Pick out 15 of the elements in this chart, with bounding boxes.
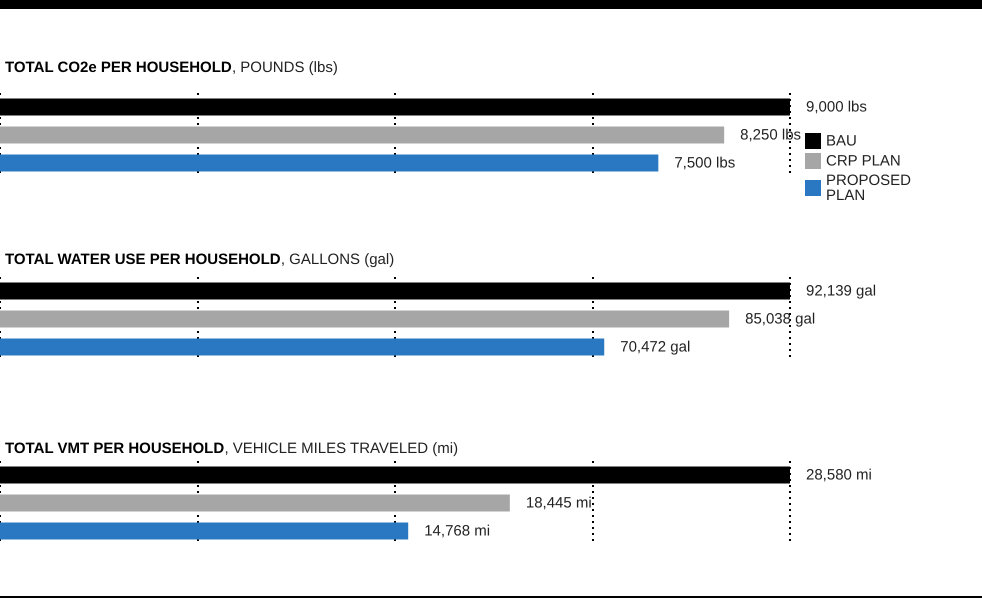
legend-label: CRP PLAN	[826, 152, 901, 170]
data-label: 28,580 mi	[806, 466, 872, 484]
data-label: 14,768 mi	[424, 522, 490, 540]
chart-title: TOTAL VMT PER HOUSEHOLD, VEHICLE MILES TRAVELED (mi)	[5, 440, 458, 457]
data-label: 8,250 lbs	[740, 126, 802, 144]
chart-title: TOTAL CO2e PER HOUSEHOLD, POUNDS (lbs)	[5, 59, 338, 76]
data-label: 92,139 gal	[806, 282, 876, 300]
data-label: 9,000 lbs	[806, 98, 867, 116]
legend-label: BAU	[826, 132, 857, 150]
data-label: 7,500 lbs	[674, 154, 736, 172]
legend-label: PROPOSED PLAN	[826, 172, 916, 204]
data-label: 70,472 gal	[620, 338, 690, 356]
chart-title: TOTAL WATER USE PER HOUSEHOLD, GALLONS (gal)	[5, 251, 394, 268]
data-label: 85,038 gal	[745, 310, 816, 328]
data-label: 18,445 mi	[526, 494, 592, 512]
